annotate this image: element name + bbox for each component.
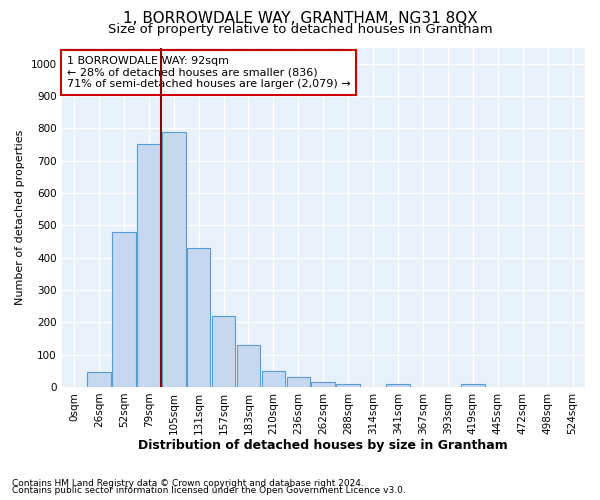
Bar bbox=[236, 345, 260, 387]
X-axis label: Distribution of detached houses by size in Grantham: Distribution of detached houses by size … bbox=[139, 440, 508, 452]
Bar bbox=[112, 232, 136, 387]
Bar bbox=[87, 372, 111, 387]
Bar bbox=[187, 248, 211, 387]
Bar bbox=[337, 384, 360, 387]
Bar bbox=[137, 144, 161, 387]
Text: 1, BORROWDALE WAY, GRANTHAM, NG31 8QX: 1, BORROWDALE WAY, GRANTHAM, NG31 8QX bbox=[122, 11, 478, 26]
Text: Contains HM Land Registry data © Crown copyright and database right 2024.: Contains HM Land Registry data © Crown c… bbox=[12, 478, 364, 488]
Bar bbox=[386, 384, 410, 387]
Bar bbox=[262, 371, 285, 387]
Y-axis label: Number of detached properties: Number of detached properties bbox=[15, 130, 25, 305]
Bar bbox=[162, 132, 185, 387]
Bar bbox=[212, 316, 235, 387]
Bar bbox=[287, 378, 310, 387]
Text: Contains public sector information licensed under the Open Government Licence v3: Contains public sector information licen… bbox=[12, 486, 406, 495]
Text: 1 BORROWDALE WAY: 92sqm
← 28% of detached houses are smaller (836)
71% of semi-d: 1 BORROWDALE WAY: 92sqm ← 28% of detache… bbox=[67, 56, 350, 89]
Text: Size of property relative to detached houses in Grantham: Size of property relative to detached ho… bbox=[107, 22, 493, 36]
Bar bbox=[311, 382, 335, 387]
Bar bbox=[461, 384, 485, 387]
